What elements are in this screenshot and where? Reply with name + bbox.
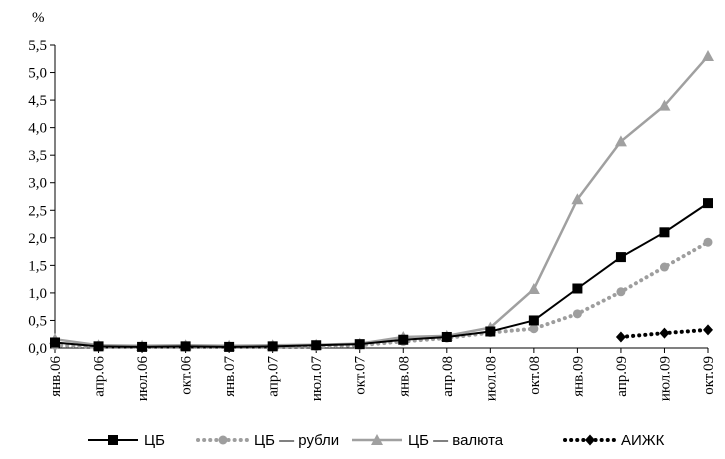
legend-label: ЦБ — валюта xyxy=(408,432,504,449)
data-point xyxy=(529,324,539,334)
legend-label: ЦБ xyxy=(144,432,165,449)
data-point xyxy=(703,324,713,336)
legend-entry-0: ЦБ xyxy=(88,432,165,449)
data-point xyxy=(572,309,582,319)
y-tick-label: 2,0 xyxy=(28,231,47,247)
x-tick-label: янв.08 xyxy=(396,356,412,397)
data-point xyxy=(180,341,191,352)
x-tick-label: июл.09 xyxy=(657,356,673,401)
data-point xyxy=(703,237,713,247)
y-tick-label: 1,0 xyxy=(28,286,47,302)
data-point xyxy=(572,283,583,294)
x-tick-label: янв.06 xyxy=(48,356,64,397)
legend-label: ЦБ — рубли xyxy=(254,432,339,449)
y-axis-label: % xyxy=(32,10,45,26)
axes xyxy=(54,45,708,349)
y-tick-label: 0,0 xyxy=(28,341,47,357)
data-point xyxy=(137,341,148,352)
y-tick-label: 5,0 xyxy=(28,66,47,82)
x-tick-label: июл.07 xyxy=(309,356,325,402)
x-tick-label: янв.07 xyxy=(222,356,238,397)
data-point xyxy=(354,339,365,350)
y-tick-label: 3,5 xyxy=(28,148,47,164)
data-point xyxy=(571,193,584,205)
data-point xyxy=(616,287,626,297)
data-point xyxy=(224,341,235,352)
x-tick-label: окт.08 xyxy=(527,356,543,395)
data-point xyxy=(614,135,627,147)
legend-entry-1: ЦБ — рубли xyxy=(196,432,339,449)
data-point xyxy=(485,326,496,337)
x-tick-label: янв.09 xyxy=(570,356,586,397)
data-point xyxy=(398,334,409,345)
data-point xyxy=(527,283,540,295)
data-point xyxy=(659,227,670,238)
data-point xyxy=(703,198,713,209)
series-group xyxy=(49,50,714,352)
legend-entry-2: ЦБ — валюта xyxy=(352,432,504,449)
x-tick-label: июл.06 xyxy=(135,356,151,402)
y-tick-label: 3,0 xyxy=(28,176,47,192)
y-tick-label: 0,5 xyxy=(28,313,47,329)
y-tick-label: 1,5 xyxy=(28,258,47,274)
legend-marker xyxy=(371,434,383,445)
legend-entry-3: АИЖК xyxy=(563,432,665,449)
series-line xyxy=(54,55,709,348)
x-tick-label: окт.07 xyxy=(353,356,369,395)
data-point xyxy=(658,99,671,111)
data-point xyxy=(311,340,322,351)
x-tick-label: окт.09 xyxy=(701,356,717,395)
x-ticks: янв.06 апр.06 июл.06 окт.06 янв.07 апр.07 июл.… xyxy=(48,348,717,401)
data-point xyxy=(50,337,60,348)
data-point xyxy=(702,50,714,62)
data-point xyxy=(659,327,670,339)
series-line xyxy=(53,240,710,349)
series-line xyxy=(54,202,709,348)
data-point xyxy=(659,262,669,272)
legend-label: АИЖК xyxy=(621,432,665,449)
y-tick-label: 4,5 xyxy=(28,93,47,109)
series-3 xyxy=(615,324,713,343)
x-tick-label: апр.07 xyxy=(266,356,282,397)
series-1 xyxy=(50,237,713,352)
y-ticks: 0,0 0,5 1,0 1,5 2,0 2,5 3,0 3,5 4,0 4,5 5,0 5,5 xyxy=(28,38,55,357)
y-tick-label: 4,0 xyxy=(28,121,47,137)
data-point xyxy=(93,341,104,352)
y-tick-label: 5,5 xyxy=(28,38,47,54)
x-tick-label: апр.08 xyxy=(440,356,456,397)
x-tick-label: окт.06 xyxy=(179,356,195,395)
data-point xyxy=(441,331,452,342)
y-tick-label: 2,5 xyxy=(28,203,47,219)
legend-marker xyxy=(218,435,228,445)
data-point xyxy=(528,315,539,326)
series-0 xyxy=(50,198,713,352)
legend-marker xyxy=(585,434,595,446)
data-point xyxy=(615,331,626,343)
legend: ЦБ ЦБ — рубли ЦБ — валюта АИЖК xyxy=(88,432,665,449)
data-point xyxy=(615,252,626,263)
legend-marker xyxy=(108,435,118,445)
x-tick-label: апр.06 xyxy=(92,356,108,397)
x-tick-label: апр.09 xyxy=(614,356,630,397)
data-point xyxy=(267,341,278,352)
series-2 xyxy=(49,50,714,351)
x-tick-label: июл.08 xyxy=(483,356,499,401)
